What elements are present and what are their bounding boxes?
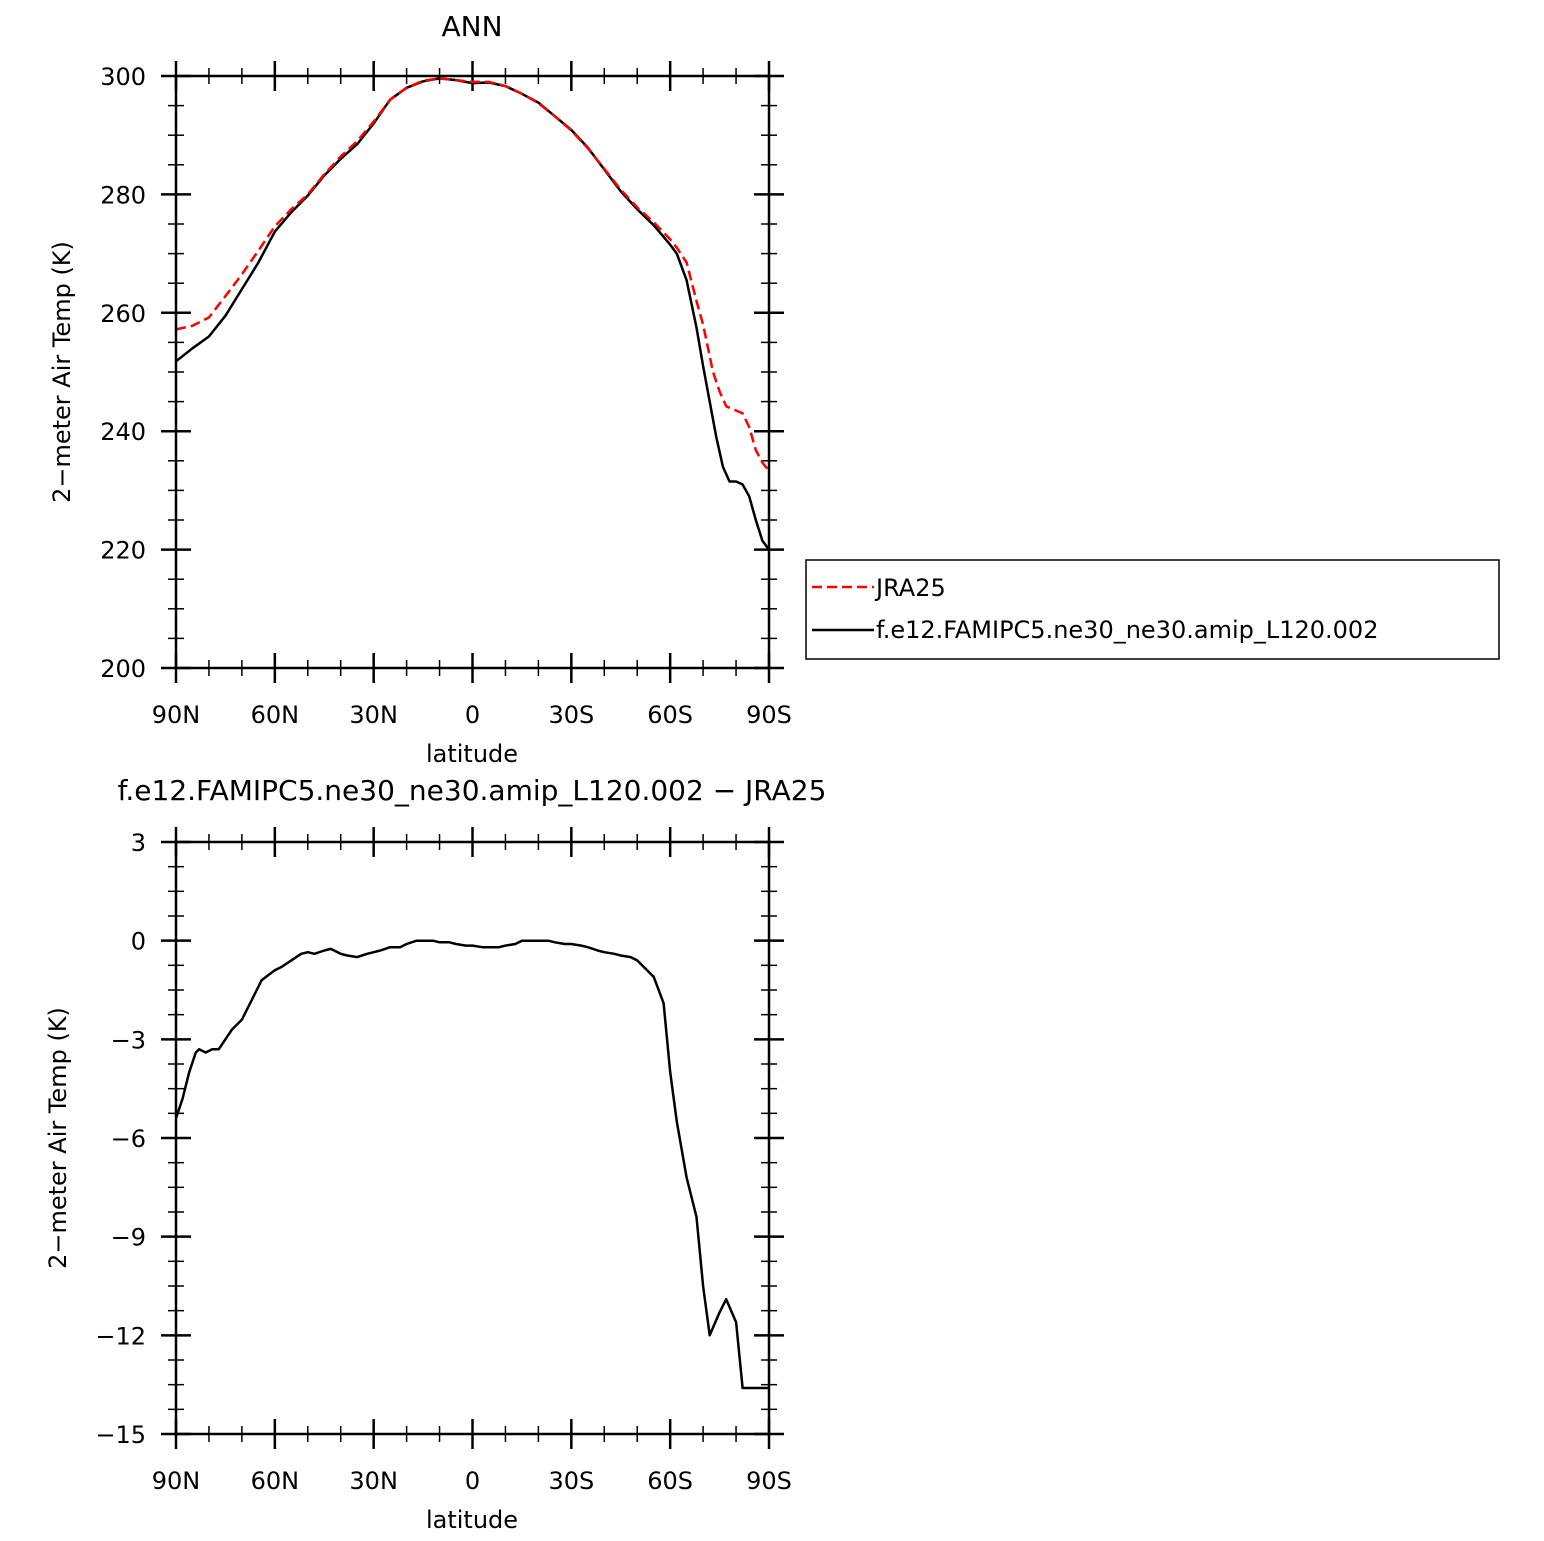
- bottom-plot-major-ticks: [161, 827, 784, 1449]
- top-x-tick-label: 0: [465, 701, 480, 729]
- bottom-plot-minor-ticks: [168, 834, 777, 1442]
- top-plot-minor-ticks: [168, 68, 777, 676]
- bottom-plot-y-tick-labels: −15 −12 −9 −6 −3 0 3: [95, 829, 146, 1449]
- top-y-tick-label: 300: [100, 63, 146, 91]
- bottom-series-line-0: [176, 939, 769, 1390]
- top-x-tick-label: 60N: [251, 701, 300, 729]
- bottom-x-tick-label: 0: [465, 1467, 480, 1495]
- top-y-tick-label: 260: [100, 300, 146, 328]
- bottom-plot-x-tick-labels: 90N 60N 30N 0 30S 60S 90S: [152, 1467, 792, 1495]
- bottom-y-tick-label: −3: [111, 1026, 146, 1054]
- top-plot-x-axis-title: latitude: [426, 740, 518, 768]
- top-plot-frame: [174, 74, 771, 670]
- bottom-y-tick-label: −6: [111, 1125, 146, 1153]
- legend-label-model: f.e12.FAMIPC5.ne30_ne30.amip_L120.002: [876, 616, 1378, 644]
- top-plot-title: ANN: [441, 10, 502, 43]
- bottom-y-tick-label: 0: [131, 928, 146, 956]
- bottom-x-tick-label: 30S: [548, 1467, 594, 1495]
- bottom-x-tick-label: 60N: [251, 1467, 300, 1495]
- top-plot-y-axis-title: 2−meter Air Temp (K): [48, 241, 76, 503]
- top-y-tick-label: 200: [100, 655, 146, 683]
- bottom-plot-series: [176, 939, 769, 1390]
- legend-label-jra25: JRA25: [874, 574, 946, 602]
- bottom-x-tick-label: 90S: [746, 1467, 792, 1495]
- bottom-x-tick-label: 30N: [349, 1467, 398, 1495]
- bottom-plot: f.e12.FAMIPC5.ne30_ne30.amip_L120.002 − …: [44, 774, 826, 1534]
- bottom-y-tick-label: −9: [111, 1224, 146, 1252]
- bottom-x-tick-label: 90N: [152, 1467, 201, 1495]
- bottom-plot-title: f.e12.FAMIPC5.ne30_ne30.amip_L120.002 − …: [118, 774, 827, 807]
- bottom-y-tick-label: 3: [131, 829, 146, 857]
- legend-box: [805, 559, 1500, 660]
- top-plot-x-tick-labels: 90N 60N 30N 0 30S 60S 90S: [152, 701, 792, 729]
- top-y-tick-label: 220: [100, 537, 146, 565]
- bottom-plot-y-axis-title: 2−meter Air Temp (K): [44, 1007, 72, 1269]
- top-y-tick-label: 240: [100, 418, 146, 446]
- top-x-tick-label: 30N: [349, 701, 398, 729]
- bottom-plot-frame: [174, 840, 771, 1436]
- top-series-line-1: [176, 77, 769, 551]
- top-x-tick-label: 90N: [152, 701, 201, 729]
- bottom-plot-x-axis-title: latitude: [426, 1506, 518, 1534]
- top-plot-major-ticks: [161, 61, 784, 683]
- bottom-y-tick-label: −12: [95, 1322, 146, 1350]
- top-y-tick-label: 280: [100, 181, 146, 209]
- top-x-tick-label: 90S: [746, 701, 792, 729]
- legend: JRA25 f.e12.FAMIPC5.ne30_ne30.amip_L120.…: [805, 559, 1500, 660]
- top-plot-series: [176, 77, 769, 551]
- top-plot-y-tick-labels: 200 220 240 260 280 300: [100, 63, 146, 683]
- top-series-line-0: [176, 77, 769, 472]
- bottom-x-tick-label: 60S: [647, 1467, 693, 1495]
- bottom-y-tick-label: −15: [95, 1421, 146, 1449]
- top-x-tick-label: 60S: [647, 701, 693, 729]
- top-x-tick-label: 30S: [548, 701, 594, 729]
